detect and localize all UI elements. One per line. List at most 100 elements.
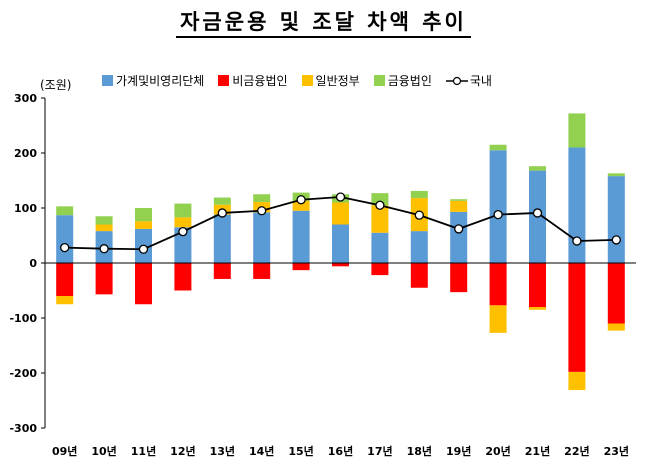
- bar-government: [56, 296, 74, 305]
- legend-label-households: 가계및비영리단체: [116, 74, 205, 88]
- bar-nonfinancial: [332, 263, 349, 267]
- line-domestic-point: [454, 224, 464, 234]
- legend-label-financial: 금융법인: [387, 74, 432, 88]
- bar-financial: [213, 197, 231, 205]
- bar-financial: [410, 190, 428, 199]
- bar-financial: [56, 206, 74, 216]
- line-domestic-point: [296, 195, 306, 205]
- line-domestic-point: [99, 244, 109, 254]
- x-tick-label: 22년: [564, 444, 589, 458]
- legend-swatch-households: [102, 75, 113, 86]
- bar-government: [174, 217, 192, 228]
- bar-nonfinancial: [568, 263, 586, 372]
- x-tick-label: 20년: [485, 444, 510, 458]
- x-tick-label: 14년: [249, 444, 274, 458]
- bar-government: [292, 200, 310, 211]
- x-tick-label: 18년: [407, 444, 432, 458]
- x-tick-label: 15년: [288, 444, 313, 458]
- line-domestic-point: [493, 209, 503, 220]
- bar-households: [450, 211, 468, 263]
- bar-financial: [135, 208, 152, 222]
- bar-government: [529, 307, 546, 310]
- line-domestic-point: [60, 242, 70, 253]
- y-tick-label: -300: [9, 422, 37, 435]
- bar-households: [332, 224, 349, 263]
- line-domestic-point: [138, 244, 149, 254]
- x-tick-label: 12년: [170, 444, 195, 458]
- x-tick-label: 09년: [52, 444, 77, 458]
- y-tick-label: 0: [29, 257, 37, 270]
- legend-item-nonfinancial: 비금융법인: [218, 72, 288, 89]
- bar-households: [56, 215, 74, 263]
- bar-nonfinancial: [529, 263, 546, 307]
- legend-label-nonfinancial: 비금융법인: [232, 74, 288, 88]
- bar-government: [568, 371, 586, 391]
- bar-government: [371, 205, 389, 233]
- bar-financial: [450, 199, 468, 201]
- bar-financial: [95, 216, 113, 225]
- y-axis-unit: (조원): [40, 78, 72, 92]
- legend-item-households: 가계및비영리단체: [102, 72, 204, 89]
- bar-financial: [607, 173, 625, 177]
- bar-households: [568, 147, 586, 263]
- x-tick-label: 13년: [210, 444, 235, 458]
- y-tick-label: 300: [14, 92, 37, 105]
- bar-households: [607, 176, 625, 263]
- line-domestic-point: [178, 226, 188, 237]
- line-domestic-point: [375, 200, 385, 210]
- y-tick-label: 200: [14, 147, 37, 160]
- bar-nonfinancial: [135, 263, 152, 305]
- bar-nonfinancial: [371, 263, 389, 276]
- bar-government: [450, 200, 468, 212]
- bar-financial: [371, 193, 389, 206]
- x-tick-label: 21년: [525, 444, 550, 458]
- bar-nonfinancial: [489, 263, 507, 306]
- bar-government: [607, 323, 625, 331]
- y-tick-label: 100: [14, 202, 37, 215]
- bar-households: [292, 210, 310, 263]
- chart-title: 자금운용 및 조달 차액 추이: [0, 6, 647, 38]
- x-tick-label: 23년: [604, 444, 629, 458]
- bar-nonfinancial: [213, 263, 231, 279]
- bar-households: [410, 231, 428, 263]
- legend-item-domestic: 국내: [445, 72, 492, 89]
- bar-households: [489, 150, 507, 263]
- x-tick-label: 10년: [91, 444, 116, 458]
- bar-nonfinancial: [450, 263, 468, 293]
- legend-line-marker-icon: [445, 76, 468, 85]
- bar-financial: [174, 203, 192, 218]
- legend-item-financial: 금융법인: [373, 72, 432, 89]
- line-domestic-point: [335, 192, 346, 202]
- x-tick-label: 17년: [367, 444, 392, 458]
- y-tick-label: -200: [9, 367, 37, 380]
- bar-nonfinancial: [253, 263, 271, 279]
- y-tick-label: -100: [9, 312, 37, 325]
- x-tick-label: 16년: [328, 444, 353, 458]
- bar-households: [213, 214, 231, 263]
- line-domestic-point: [572, 236, 582, 246]
- legend-swatch-nonfinancial: [218, 75, 230, 86]
- legend: 가계및비영리단체 비금융법인 일반정부 금융법인 국내: [102, 72, 506, 89]
- bar-nonfinancial: [607, 263, 625, 324]
- bar-nonfinancial: [292, 263, 310, 271]
- bar-households: [174, 227, 192, 263]
- bar-government: [95, 224, 113, 232]
- legend-swatch-financial: [373, 75, 385, 86]
- bar-households: [371, 232, 389, 263]
- bar-nonfinancial: [410, 263, 428, 288]
- bar-nonfinancial: [95, 263, 113, 295]
- bar-nonfinancial: [56, 263, 74, 296]
- bar-government: [135, 221, 152, 229]
- x-tick-label: 19년: [446, 444, 471, 458]
- bar-government: [489, 305, 507, 333]
- bar-financial: [253, 194, 271, 202]
- bar-government: [332, 202, 349, 225]
- line-domestic-point: [611, 235, 621, 245]
- bar-financial: [568, 113, 586, 148]
- legend-label-domestic: 국내: [469, 74, 492, 88]
- line-domestic-point: [532, 208, 543, 218]
- legend-label-government: 일반정부: [315, 74, 360, 88]
- line-domestic-point: [257, 206, 267, 216]
- bar-financial: [489, 144, 507, 151]
